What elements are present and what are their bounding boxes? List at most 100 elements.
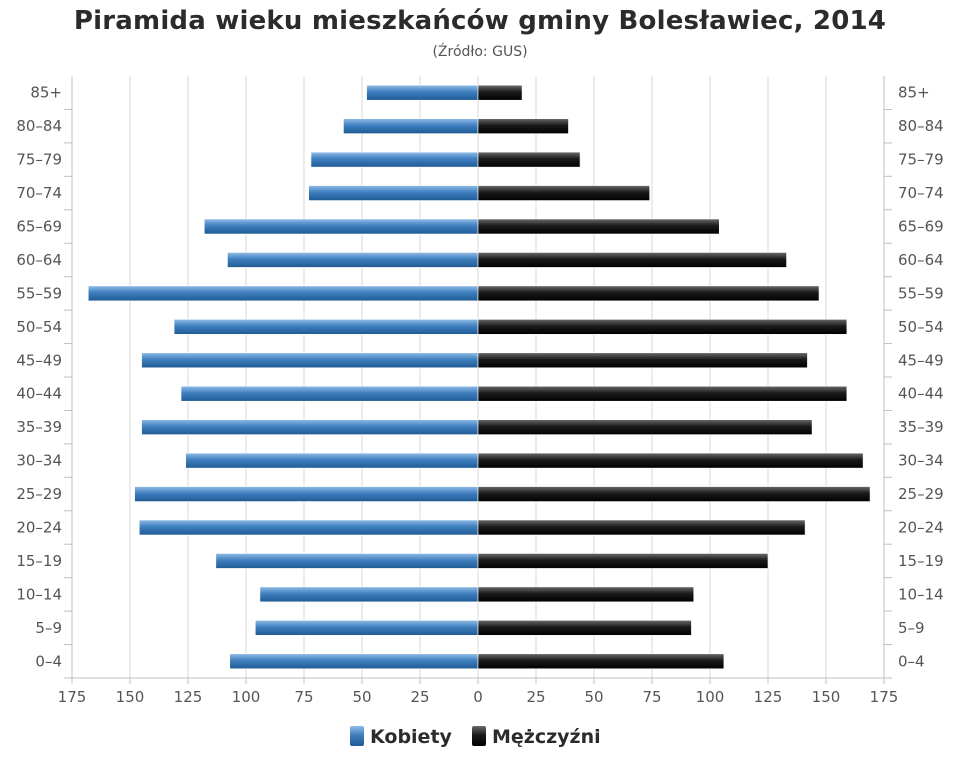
- legend-swatch: [350, 726, 364, 746]
- bar-male[interactable]: [477, 319, 848, 335]
- bar-female[interactable]: [343, 118, 479, 134]
- category-label-right: 35–39: [898, 418, 944, 436]
- category-label-right: 60–64: [898, 251, 944, 269]
- bar-male[interactable]: [477, 486, 871, 502]
- category-label-right: 30–34: [898, 452, 944, 470]
- legend-swatch: [472, 726, 486, 746]
- category-label-right: 85+: [898, 84, 930, 102]
- category-label-left: 65–69: [16, 218, 62, 236]
- bar-male[interactable]: [477, 185, 650, 201]
- x-tick-label: 125: [754, 688, 783, 706]
- category-label-right: 25–29: [898, 485, 944, 503]
- legend-item-kobiety[interactable]: Kobiety: [350, 726, 453, 748]
- category-label-left: 45–49: [16, 351, 62, 369]
- bar-male[interactable]: [477, 419, 813, 435]
- legend: Kobiety Mężczyźni: [350, 726, 601, 748]
- bar-male[interactable]: [477, 118, 569, 134]
- x-tick-label: 150: [116, 688, 145, 706]
- bars: [87, 84, 871, 670]
- category-label-left: 80–84: [16, 117, 62, 135]
- bar-female[interactable]: [180, 385, 479, 402]
- x-tick-label: 100: [696, 688, 725, 706]
- x-tick-label: 50: [584, 688, 603, 706]
- bar-male[interactable]: [477, 553, 769, 569]
- bar-female[interactable]: [141, 419, 479, 435]
- bar-male[interactable]: [477, 519, 806, 536]
- x-tick-label: 150: [812, 688, 841, 706]
- category-label-left: 5–9: [35, 619, 62, 637]
- category-label-right: 5–9: [898, 619, 925, 637]
- bar-female[interactable]: [310, 151, 479, 168]
- legend-item-mezczyzni[interactable]: Mężczyźni: [472, 726, 601, 748]
- bar-female[interactable]: [254, 620, 479, 636]
- bar-female[interactable]: [87, 285, 479, 302]
- category-label-left: 55–59: [16, 284, 62, 302]
- legend-label: Kobiety: [370, 726, 453, 748]
- bar-male[interactable]: [477, 151, 581, 168]
- bar-male[interactable]: [477, 452, 864, 469]
- bar-female[interactable]: [227, 252, 479, 268]
- category-label-right: 55–59: [898, 284, 944, 302]
- category-label-left: 20–24: [16, 519, 62, 537]
- category-label-right: 45–49: [898, 351, 944, 369]
- bar-female[interactable]: [185, 452, 479, 469]
- x-tick-label: 125: [174, 688, 203, 706]
- category-label-right: 70–74: [898, 184, 944, 202]
- bar-female[interactable]: [141, 352, 479, 369]
- bar-female[interactable]: [138, 519, 479, 536]
- bar-male[interactable]: [477, 252, 787, 268]
- x-tick-label: 175: [870, 688, 899, 706]
- category-label-left: 25–29: [16, 485, 62, 503]
- bar-male[interactable]: [477, 218, 720, 235]
- category-label-right: 15–19: [898, 552, 944, 570]
- category-label-left: 50–54: [16, 318, 62, 336]
- category-label-left: 60–64: [16, 251, 62, 269]
- category-label-right: 40–44: [898, 385, 944, 403]
- bar-female[interactable]: [229, 653, 479, 670]
- legend-label: Mężczyźni: [492, 726, 601, 748]
- chart-subtitle: (Źródło: GUS): [432, 44, 528, 60]
- x-tick-label: 100: [232, 688, 261, 706]
- bar-male[interactable]: [477, 620, 692, 636]
- category-label-right: 80–84: [898, 117, 944, 135]
- category-label-left: 10–14: [16, 585, 62, 603]
- x-tick-label: 25: [526, 688, 545, 706]
- category-label-right: 65–69: [898, 218, 944, 236]
- category-label-left: 0–4: [35, 652, 62, 670]
- category-label-left: 35–39: [16, 418, 62, 436]
- bar-male[interactable]: [477, 84, 523, 101]
- bar-female[interactable]: [134, 486, 479, 502]
- category-label-left: 30–34: [16, 452, 62, 470]
- bar-male[interactable]: [477, 352, 808, 369]
- bar-male[interactable]: [477, 285, 820, 302]
- chart-title: Piramida wieku mieszkańców gminy Bolesła…: [73, 6, 887, 36]
- category-label-right: 0–4: [898, 652, 925, 670]
- category-label-right: 10–14: [898, 585, 944, 603]
- bar-female[interactable]: [215, 553, 479, 569]
- x-tick-label: 0: [473, 688, 483, 706]
- x-tick-label: 50: [352, 688, 371, 706]
- bar-female[interactable]: [203, 218, 479, 235]
- x-tick-label: 25: [410, 688, 429, 706]
- bar-female[interactable]: [308, 185, 479, 201]
- x-tick-label: 175: [58, 688, 87, 706]
- category-label-right: 50–54: [898, 318, 944, 336]
- bar-male[interactable]: [477, 385, 848, 402]
- bar-female[interactable]: [259, 586, 479, 603]
- category-label-left: 15–19: [16, 552, 62, 570]
- bar-female[interactable]: [173, 319, 479, 335]
- bar-male[interactable]: [477, 653, 725, 670]
- category-label-right: 20–24: [898, 519, 944, 537]
- bar-male[interactable]: [477, 586, 695, 603]
- category-label-left: 75–79: [16, 151, 62, 169]
- bar-female[interactable]: [366, 84, 479, 101]
- category-label-left: 40–44: [16, 385, 62, 403]
- x-tick-label: 75: [642, 688, 661, 706]
- category-label-left: 85+: [30, 84, 62, 102]
- x-tick-label: 75: [294, 688, 313, 706]
- axes: [64, 76, 892, 684]
- category-label-left: 70–74: [16, 184, 62, 202]
- category-label-right: 75–79: [898, 151, 944, 169]
